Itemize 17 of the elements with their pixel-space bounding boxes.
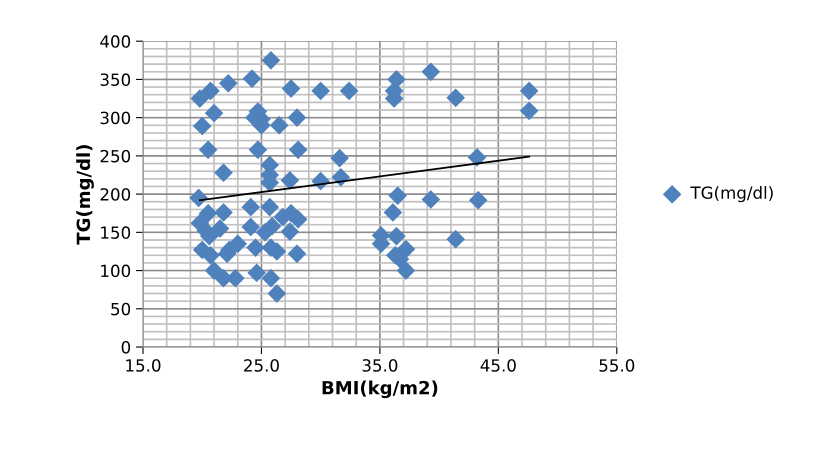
y-tick-label: 0: [122, 340, 130, 354]
y-axis-title: TG(mg/dl): [76, 145, 94, 245]
y-tick-label: 400: [100, 35, 130, 48]
x-tick-label: 15.0: [126, 359, 160, 372]
y-tick-label: 350: [100, 73, 130, 86]
y-tick-label: 100: [101, 264, 130, 278]
y-tick-label: 200: [100, 188, 130, 201]
x-tick-label: 45.0: [480, 359, 516, 372]
x-tick-label: 35.0: [362, 359, 398, 372]
x-tick-label: 25.0: [244, 359, 279, 372]
y-tick-label: 250: [100, 150, 130, 162]
y-tick-label: 50: [111, 302, 130, 316]
x-axis-title: BMI(kg/m2): [322, 380, 438, 398]
y-tick-label: 300: [100, 112, 130, 124]
y-tick-label: 150: [101, 226, 130, 239]
legend-label: TG(mg/dl): [690, 186, 773, 202]
x-tick-label: 55.0: [600, 359, 634, 372]
